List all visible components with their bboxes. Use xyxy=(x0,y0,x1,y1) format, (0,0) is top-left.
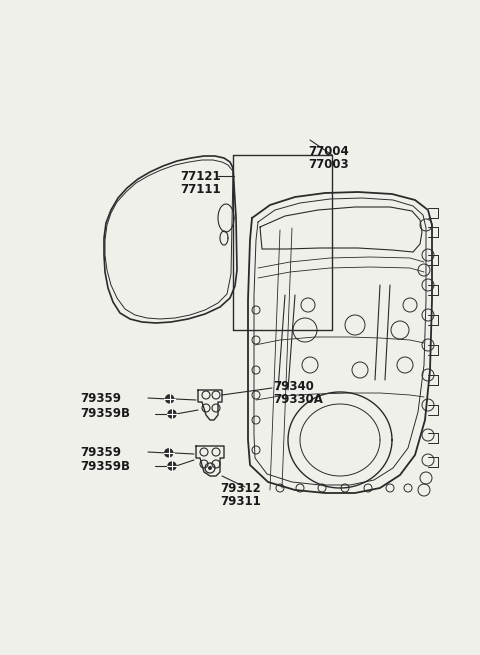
Text: 77004: 77004 xyxy=(308,145,349,158)
Circle shape xyxy=(208,466,212,470)
Text: 79311: 79311 xyxy=(220,495,261,508)
Text: 79359: 79359 xyxy=(80,446,121,459)
Text: 77111: 77111 xyxy=(180,183,221,196)
Text: 79330A: 79330A xyxy=(273,393,323,406)
Circle shape xyxy=(166,395,174,403)
Circle shape xyxy=(168,462,176,470)
Text: 77121: 77121 xyxy=(180,170,221,183)
Text: 79359B: 79359B xyxy=(80,460,130,473)
Text: 79340: 79340 xyxy=(273,380,314,393)
Circle shape xyxy=(168,410,176,418)
Circle shape xyxy=(165,449,173,457)
Text: 77003: 77003 xyxy=(308,158,348,171)
Text: 79359: 79359 xyxy=(80,392,121,405)
Text: 79359B: 79359B xyxy=(80,407,130,420)
Text: 79312: 79312 xyxy=(220,482,261,495)
